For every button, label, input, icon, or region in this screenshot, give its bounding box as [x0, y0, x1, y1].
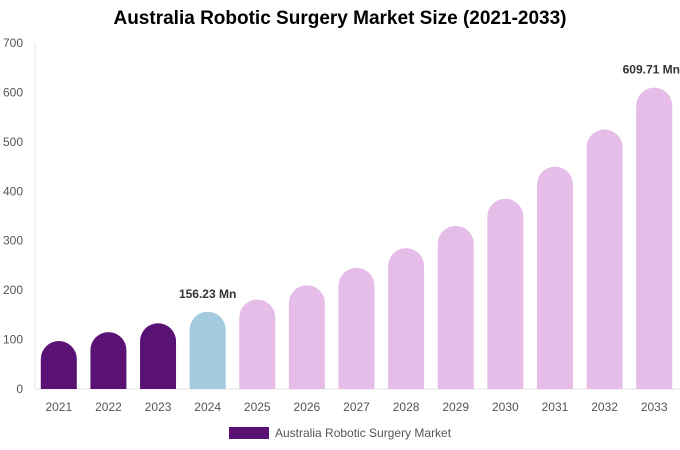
bar-2021[interactable]: [40, 341, 77, 389]
y-tick-label: 500: [3, 135, 23, 149]
y-axis: 0 100 200 300 400 500 600 700: [3, 36, 36, 396]
bar-2024[interactable]: [189, 311, 226, 389]
x-tick-label: 2024: [194, 400, 221, 414]
bar-2028[interactable]: [388, 248, 425, 389]
x-tick-label: 2026: [294, 400, 321, 414]
legend-swatch: [229, 427, 269, 439]
y-tick-label: 700: [3, 36, 23, 50]
y-tick-label: 100: [3, 333, 23, 347]
bar-2025[interactable]: [239, 299, 276, 389]
y-tick-label: 600: [3, 85, 23, 99]
bars: [40, 87, 673, 390]
x-tick-label: 2028: [393, 400, 420, 414]
y-tick-label: 0: [16, 382, 23, 396]
bar-2030[interactable]: [487, 198, 524, 389]
x-tick-label: 2021: [45, 400, 72, 414]
x-tick-label: 2032: [591, 400, 618, 414]
y-tick-label: 400: [3, 184, 23, 198]
y-tick-label: 200: [3, 283, 23, 297]
x-tick-label: 2023: [145, 400, 172, 414]
bar-2032[interactable]: [586, 129, 623, 390]
x-axis: 2021 2022 2023 2024 2025 2026 2027 2028 2029 2030…: [35, 388, 680, 414]
bar-2031[interactable]: [536, 166, 573, 389]
x-tick-label: 2029: [442, 400, 469, 414]
bar-2023[interactable]: [140, 323, 177, 389]
data-labels: 156.23 Mn 609.71 Mn: [179, 63, 680, 301]
legend-label: Australia Robotic Surgery Market: [275, 426, 452, 440]
bar-2027[interactable]: [338, 267, 375, 389]
bar-2029[interactable]: [437, 225, 474, 389]
x-tick-label: 2033: [641, 400, 668, 414]
bar-2026[interactable]: [288, 285, 325, 389]
data-label: 609.71 Mn: [623, 63, 680, 77]
x-tick-label: 2027: [343, 400, 370, 414]
x-tick-label: 2022: [95, 400, 122, 414]
x-tick-label: 2030: [492, 400, 519, 414]
x-tick-label: 2031: [542, 400, 569, 414]
legend[interactable]: Australia Robotic Surgery Market: [229, 425, 451, 441]
bar-2033[interactable]: [636, 87, 673, 389]
data-label: 156.23 Mn: [179, 287, 236, 301]
x-tick-label: 2025: [244, 400, 271, 414]
bar-2022[interactable]: [90, 332, 127, 389]
y-tick-label: 300: [3, 234, 23, 248]
chart-title: Australia Robotic Surgery Market Size (2…: [113, 8, 567, 29]
